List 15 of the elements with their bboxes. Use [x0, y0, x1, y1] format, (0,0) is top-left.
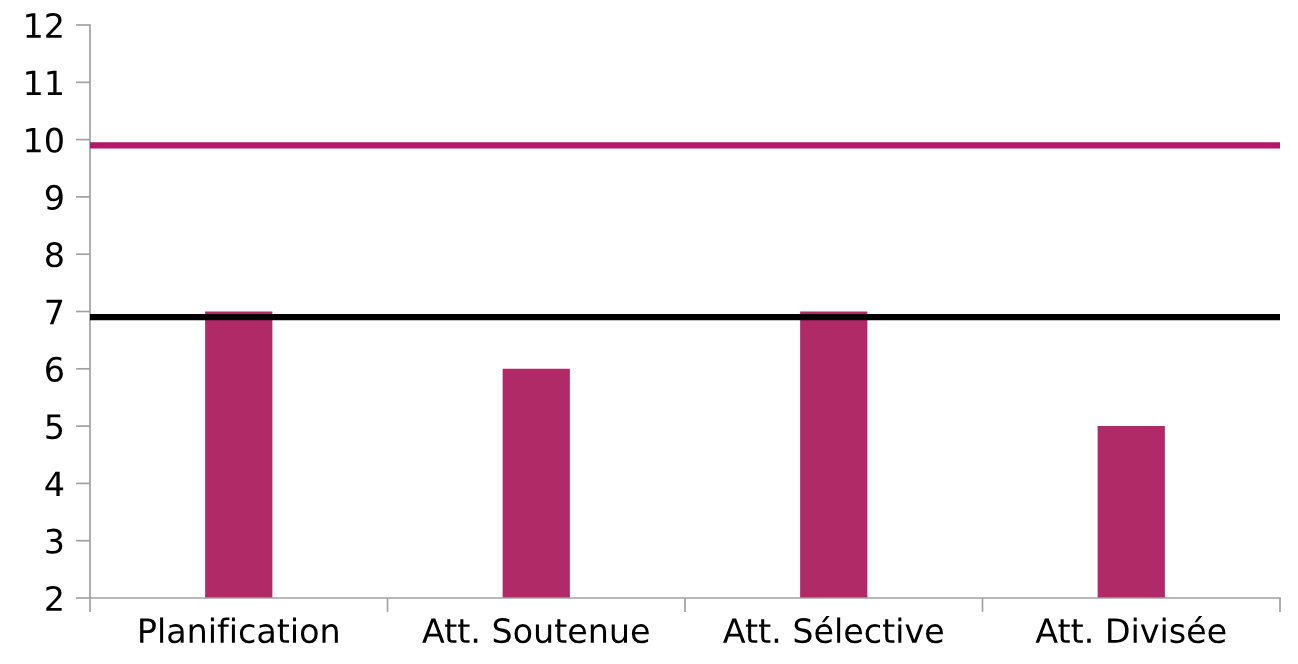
y-tick-label: 11	[26, 70, 62, 95]
y-tick-label: 12	[26, 12, 62, 38]
y-tick-label: 9	[45, 184, 63, 211]
y-tick-label: 5	[46, 414, 63, 440]
y-tick-label: 4	[45, 471, 64, 497]
y-tick-label: 6	[46, 356, 63, 382]
x-tick-label: Att. Soutenue	[422, 618, 649, 644]
y-tick-label: 3	[46, 528, 63, 554]
y-tick-label: 7	[46, 299, 63, 325]
x-tick-label: Att. Divisée	[1035, 616, 1226, 644]
x-tick-label: Att. Sélective	[723, 616, 943, 644]
x-tick-label: Planification	[140, 617, 338, 644]
y-tick-label: 10	[26, 127, 63, 153]
y-tick-label: 8	[46, 242, 63, 268]
y-tick-label: 2	[46, 585, 62, 611]
